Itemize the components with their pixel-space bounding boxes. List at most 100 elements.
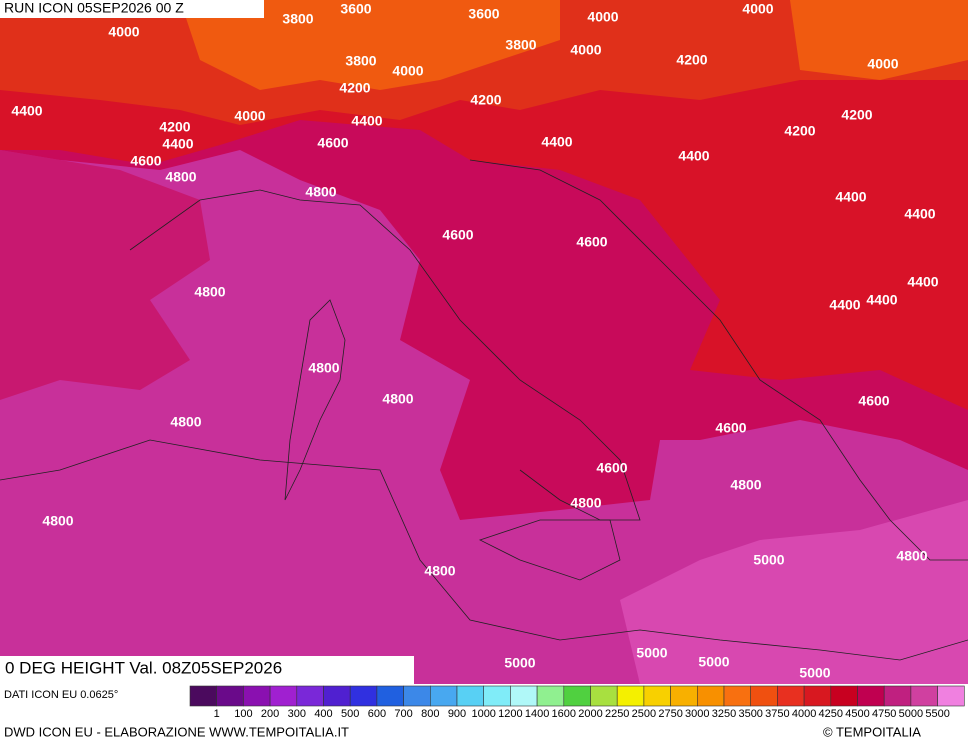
contour-label: 3800 <box>345 53 376 69</box>
legend-swatch <box>830 685 858 707</box>
legend-swatch <box>910 685 938 707</box>
contour-label: 4800 <box>42 513 73 529</box>
legend-label: 3500 <box>738 708 762 720</box>
data-source: DATI ICON EU 0.0625° <box>4 689 118 701</box>
contour-label: 4200 <box>339 80 370 96</box>
copyright: © TEMPOITALIA <box>823 724 921 739</box>
contour-label: 4400 <box>351 113 382 129</box>
legend-swatch <box>243 685 271 707</box>
legend-swatch <box>723 685 752 707</box>
contour-label: 4400 <box>866 292 897 308</box>
contour-label: 4800 <box>896 548 927 564</box>
contour-label: 4400 <box>541 134 572 150</box>
contour-label: 3800 <box>282 11 313 27</box>
legend-swatch <box>857 685 885 707</box>
legend-swatch <box>429 685 458 707</box>
legend-label: 4750 <box>872 708 896 720</box>
legend-label: 800 <box>421 708 439 720</box>
legend-label: 500 <box>341 708 359 720</box>
legend-swatch <box>590 685 618 707</box>
legend-label: 4500 <box>845 708 869 720</box>
contour-label: 4400 <box>678 148 709 164</box>
legend-label: 700 <box>394 708 412 720</box>
legend-swatch <box>777 685 805 707</box>
contour-label: 4000 <box>108 24 139 40</box>
contour-label: 4000 <box>234 108 265 124</box>
legend-label: 1400 <box>525 708 549 720</box>
contour-label: 4200 <box>784 123 815 139</box>
contour-labels: 3800 3600 3600 4000 4000 4000 3800 4000 3800 4000… <box>11 1 938 681</box>
legend-swatch <box>937 685 965 707</box>
contour-label: 4400 <box>829 297 860 313</box>
contour-label: 4200 <box>841 107 872 123</box>
legend-swatch <box>563 685 591 707</box>
contour-label: 4200 <box>676 52 707 68</box>
legend-label: 900 <box>448 708 466 720</box>
contour-label: 4800 <box>730 477 761 493</box>
legend-label: 2750 <box>658 708 682 720</box>
contour-label: 4800 <box>305 184 336 200</box>
legend-swatch <box>510 685 538 707</box>
contour-label: 4000 <box>587 9 618 25</box>
contour-label: 4200 <box>159 119 190 135</box>
legend-label: 2250 <box>605 708 629 720</box>
contour-label: 4400 <box>904 206 935 222</box>
legend-swatch <box>696 685 725 707</box>
color-legend: 1 100 200 300 400 500 600 700 800 900 1000 1200 1400… <box>189 685 965 720</box>
legend-swatch <box>750 685 778 707</box>
contour-label: 3800 <box>505 37 536 53</box>
map-field <box>0 0 968 684</box>
contour-label: 4800 <box>382 391 413 407</box>
contour-label: 4800 <box>194 284 225 300</box>
contour-label: 5000 <box>753 552 784 568</box>
contour-label: 4600 <box>596 460 627 476</box>
contour-label: 4400 <box>835 189 866 205</box>
legend-swatch <box>803 685 832 707</box>
contour-label: 4400 <box>907 274 938 290</box>
contour-label: 4000 <box>570 42 601 58</box>
legend-swatch <box>643 685 671 707</box>
contour-label: 4600 <box>858 393 889 409</box>
contour-label: 5000 <box>698 654 729 670</box>
legend-label: 5500 <box>925 708 949 720</box>
legend-label: 300 <box>288 708 306 720</box>
legend-label: 4250 <box>819 708 843 720</box>
contour-label: 5000 <box>799 665 830 681</box>
legend-swatch <box>376 685 404 707</box>
legend-swatch <box>296 685 324 707</box>
legend-label: 4000 <box>792 708 816 720</box>
run-label: RUN ICON 05SEP2026 00 Z <box>4 0 184 16</box>
contour-label: 4800 <box>308 360 339 376</box>
legend-label: 400 <box>314 708 332 720</box>
legend-swatch <box>536 685 565 707</box>
legend-swatch <box>349 685 378 707</box>
contour-label: 5000 <box>636 645 667 661</box>
legend-label: 1000 <box>471 708 495 720</box>
contour-label: 4800 <box>570 495 601 511</box>
legend-swatch <box>189 685 218 707</box>
legend-label: 100 <box>234 708 252 720</box>
contour-label: 3600 <box>340 1 371 17</box>
legend-swatch <box>403 685 431 707</box>
credit: DWD ICON EU - ELABORAZIONE WWW.TEMPOITAL… <box>4 724 349 739</box>
contour-label: 4600 <box>442 227 473 243</box>
legend-label: 5000 <box>899 708 923 720</box>
legend-label: 3750 <box>765 708 789 720</box>
contour-label: 5000 <box>504 655 535 671</box>
legend-label: 1600 <box>552 708 576 720</box>
contour-label: 4600 <box>130 153 161 169</box>
contour-label: 4800 <box>165 169 196 185</box>
legend-label: 200 <box>261 708 279 720</box>
legend-swatch <box>483 685 511 707</box>
map-title: 0 DEG HEIGHT Val. 08Z05SEP2026 <box>5 658 282 677</box>
contour-label: 4800 <box>170 414 201 430</box>
run-box <box>0 0 264 18</box>
legend-label: 600 <box>368 708 386 720</box>
contour-label: 4000 <box>392 63 423 79</box>
legend-swatch <box>323 685 351 707</box>
legend-swatch <box>670 685 698 707</box>
legend-swatch <box>216 685 244 707</box>
contour-label: 4600 <box>317 135 348 151</box>
